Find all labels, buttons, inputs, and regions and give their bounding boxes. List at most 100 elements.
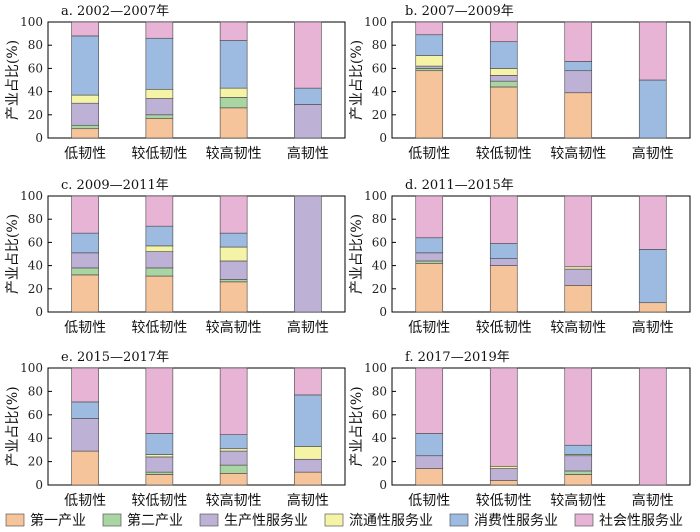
y-axis-label: 产业占比(%) <box>5 214 21 294</box>
bar-segment <box>219 279 248 283</box>
x-tick-label: 较高韧性 <box>550 145 606 162</box>
bar-segment <box>415 70 444 139</box>
bar-segment <box>415 433 444 457</box>
x-tick-label: 低韧性 <box>408 146 450 162</box>
bar-segment <box>145 114 174 119</box>
bar-segment <box>415 468 444 486</box>
bar-segment <box>415 55 444 67</box>
y-tick-label: 80 <box>28 212 43 226</box>
bar-segment <box>145 275 174 313</box>
bar-segment <box>489 75 518 82</box>
y-tick-label: 80 <box>28 38 43 52</box>
bar-segment <box>638 249 667 304</box>
bar-segment <box>294 367 322 396</box>
bar-segment <box>564 195 593 268</box>
bar-segment <box>489 80 518 88</box>
y-axis-label: 产业占比(%) <box>5 386 21 466</box>
bar-segment <box>219 21 248 41</box>
bar-segment <box>219 448 248 452</box>
bar-segment <box>71 401 99 419</box>
bar-segment <box>638 367 667 486</box>
bar-segment <box>71 232 99 254</box>
bar-segment <box>564 285 593 313</box>
y-tick-label: 80 <box>372 384 387 398</box>
bar-segment <box>415 262 444 313</box>
bar-segment <box>489 480 518 486</box>
legend-item: 生产性服务业 <box>199 513 308 529</box>
bar-segment <box>219 97 248 109</box>
y-axis-label: 产业占比(%) <box>349 386 365 466</box>
x-tick-label: 低韧性 <box>64 493 106 509</box>
bar-segment <box>489 258 518 266</box>
y-axis-label: 产业占比(%) <box>349 40 365 120</box>
bar-segment <box>71 274 99 313</box>
bar-segment <box>219 281 248 313</box>
y-tick-label: 0 <box>379 131 387 145</box>
bar-segment <box>145 37 174 90</box>
x-tick-label: 较高韧性 <box>206 319 262 336</box>
bar-segment <box>145 367 174 434</box>
legend-item: 第二产业 <box>102 512 183 529</box>
bar-segment <box>71 195 99 234</box>
bar-segment <box>415 21 444 36</box>
legend-swatch <box>102 513 122 527</box>
x-tick-label: 较高韧性 <box>550 492 606 509</box>
bar-segment <box>145 225 174 247</box>
y-tick-label: 40 <box>372 431 387 445</box>
bar-segment <box>415 367 444 434</box>
bar-segment <box>638 302 667 313</box>
bar-segment <box>145 251 174 269</box>
bar-segment <box>71 128 99 139</box>
legend-item: 消费性服务业 <box>449 513 558 529</box>
bar-segment <box>415 237 444 254</box>
bar-segment <box>638 195 667 250</box>
bar-segment <box>71 267 99 276</box>
bar-segment <box>219 472 248 486</box>
y-tick-label: 0 <box>35 305 43 319</box>
y-tick-label: 100 <box>20 189 43 203</box>
legend-item: 社会性服务业 <box>574 513 683 529</box>
x-tick-label: 较低韧性 <box>131 146 187 162</box>
bar-segment <box>294 471 322 486</box>
bar-segment <box>145 245 174 252</box>
x-tick-label: 较低韧性 <box>131 320 187 336</box>
bar-segment <box>219 87 248 98</box>
legend-label: 社会性服务业 <box>599 513 683 529</box>
legend-label: 生产性服务业 <box>224 513 308 529</box>
plot-frame <box>47 195 346 313</box>
bar-segment <box>294 87 322 105</box>
bar-segment <box>415 260 444 264</box>
legend-label: 消费性服务业 <box>474 513 558 529</box>
y-tick-label: 40 <box>28 85 43 99</box>
chart-panel-5: e. 2015—2017年 0 20 40 60 80 100 产业占比(%) 低韧性 较低韧性 较… <box>5 350 346 509</box>
bar-segment <box>489 265 518 313</box>
bar-segment <box>564 21 593 62</box>
bar-segment <box>71 367 99 403</box>
bar-segment <box>71 252 99 269</box>
x-tick-label: 较低韧性 <box>131 493 187 509</box>
bar-segment <box>294 104 322 139</box>
bar-segment <box>71 94 99 104</box>
bar-segment <box>489 68 518 76</box>
bar-segment <box>415 195 444 239</box>
bar-segment <box>489 468 518 481</box>
bar-segment <box>564 470 593 475</box>
bar-segment <box>564 444 593 455</box>
panel-title: e. 2015—2017年 <box>61 350 169 365</box>
y-tick-label: 60 <box>372 61 387 75</box>
y-tick-label: 20 <box>28 455 43 469</box>
y-tick-label: 80 <box>372 212 387 226</box>
y-axis-label: 产业占比(%) <box>349 214 365 294</box>
y-tick-label: 100 <box>364 361 387 375</box>
y-tick-label: 100 <box>364 189 387 203</box>
legend-swatch <box>449 513 469 527</box>
legend-item: 第一产业 <box>5 512 86 529</box>
bar-segment <box>489 195 518 244</box>
bar-segment <box>415 34 444 56</box>
plot-frame <box>391 21 691 139</box>
bar-segment <box>638 21 667 81</box>
bar-segment <box>294 394 322 447</box>
x-tick-label: 较高韧性 <box>206 145 262 162</box>
y-tick-label: 60 <box>372 235 387 249</box>
